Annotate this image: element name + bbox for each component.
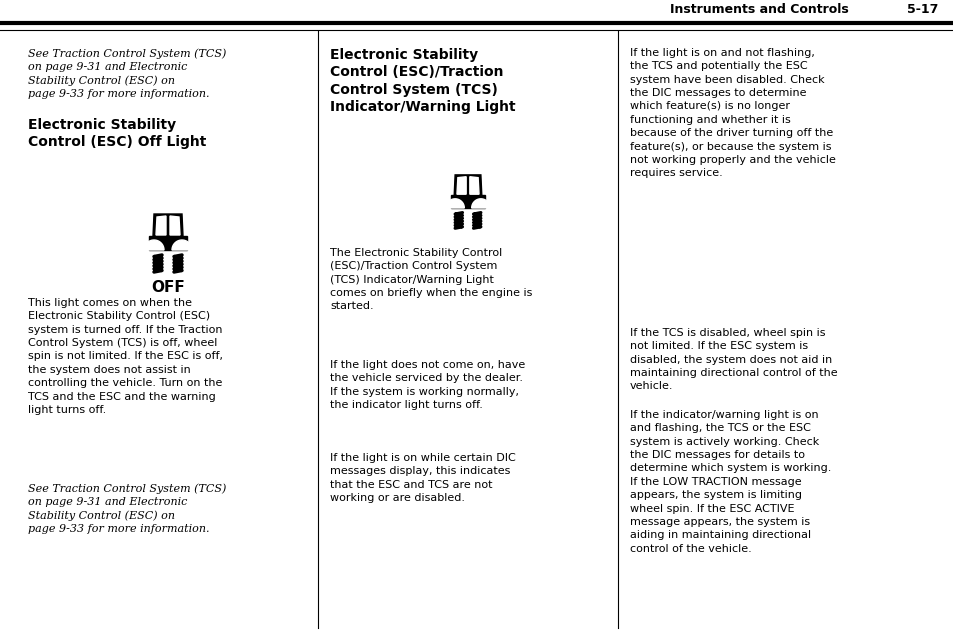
Bar [450,195,485,208]
Polygon shape [152,214,183,236]
Text: If the light is on and not flashing,
the TCS and potentially the ESC
system have: If the light is on and not flashing, the… [629,48,835,178]
Text: The Electronic Stability Control
(ESC)/Traction Control System
(TCS) Indicator/W: The Electronic Stability Control (ESC)/T… [330,248,532,311]
Polygon shape [170,216,180,235]
Polygon shape [156,216,166,235]
Text: If the TCS is disabled, wheel spin is
not limited. If the ESC system is
disabled: If the TCS is disabled, wheel spin is no… [629,328,837,392]
Text: This light comes on when the
Electronic Stability Control (ESC)
system is turned: This light comes on when the Electronic … [28,298,223,415]
Text: See Traction Control System (TCS)
on page 9-31 and Electronic
Stability Control : See Traction Control System (TCS) on pag… [28,48,226,100]
Text: 5-17: 5-17 [905,3,937,16]
Text: OFF: OFF [151,280,185,295]
Polygon shape [456,177,466,194]
Text: If the light does not come on, have
the vehicle serviced by the dealer.
If the s: If the light does not come on, have the … [330,360,525,410]
Polygon shape [144,240,164,250]
Polygon shape [471,199,490,208]
Text: If the indicator/warning light is on
and flashing, the TCS or the ESC
system is : If the indicator/warning light is on and… [629,410,830,554]
Text: If the light is on while certain DIC
messages display, this indicates
that the E: If the light is on while certain DIC mes… [330,453,516,503]
Text: Instruments and Controls: Instruments and Controls [669,3,848,16]
Text: Electronic Stability
Control (ESC)/Traction
Control System (TCS)
Indicator/Warni: Electronic Stability Control (ESC)/Tract… [330,48,515,114]
Bar [149,236,187,250]
Polygon shape [454,175,481,195]
Polygon shape [445,199,464,208]
Text: See Traction Control System (TCS)
on page 9-31 and Electronic
Stability Control : See Traction Control System (TCS) on pag… [28,483,226,535]
Polygon shape [172,240,192,250]
Text: Electronic Stability
Control (ESC) Off Light: Electronic Stability Control (ESC) Off L… [28,118,206,149]
Polygon shape [469,177,478,194]
